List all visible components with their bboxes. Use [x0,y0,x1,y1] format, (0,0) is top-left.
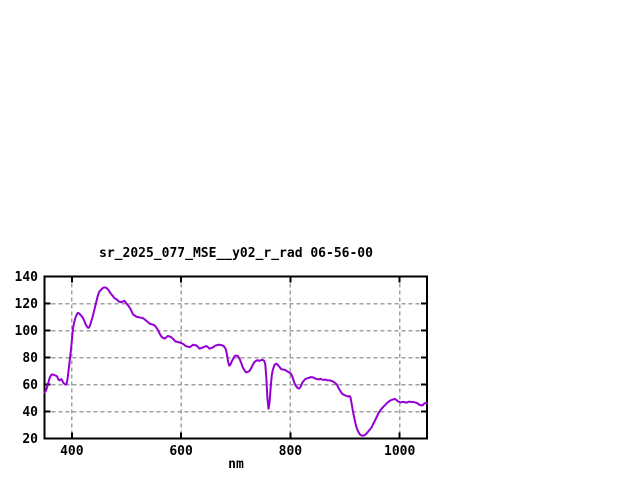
y-tick-label: 20 [22,432,38,447]
data-line [43,286,428,437]
y-tick-label: 120 [15,297,39,312]
x-tick-label: 1000 [384,444,415,459]
x-axis-label: nm [228,457,244,472]
y-tick-label: 140 [15,270,39,285]
y-tick-label: 40 [22,405,38,420]
y-tick-label: 100 [15,324,39,339]
y-tick-label: 60 [22,378,38,393]
x-tick-label: 800 [279,444,303,459]
chart-title: sr_2025_077_MSE__y02_r_rad 06-56-00 [99,246,373,261]
x-tick-label: 600 [169,444,193,459]
x-tick-label: 400 [60,444,84,459]
y-tick-label: 80 [22,351,38,366]
